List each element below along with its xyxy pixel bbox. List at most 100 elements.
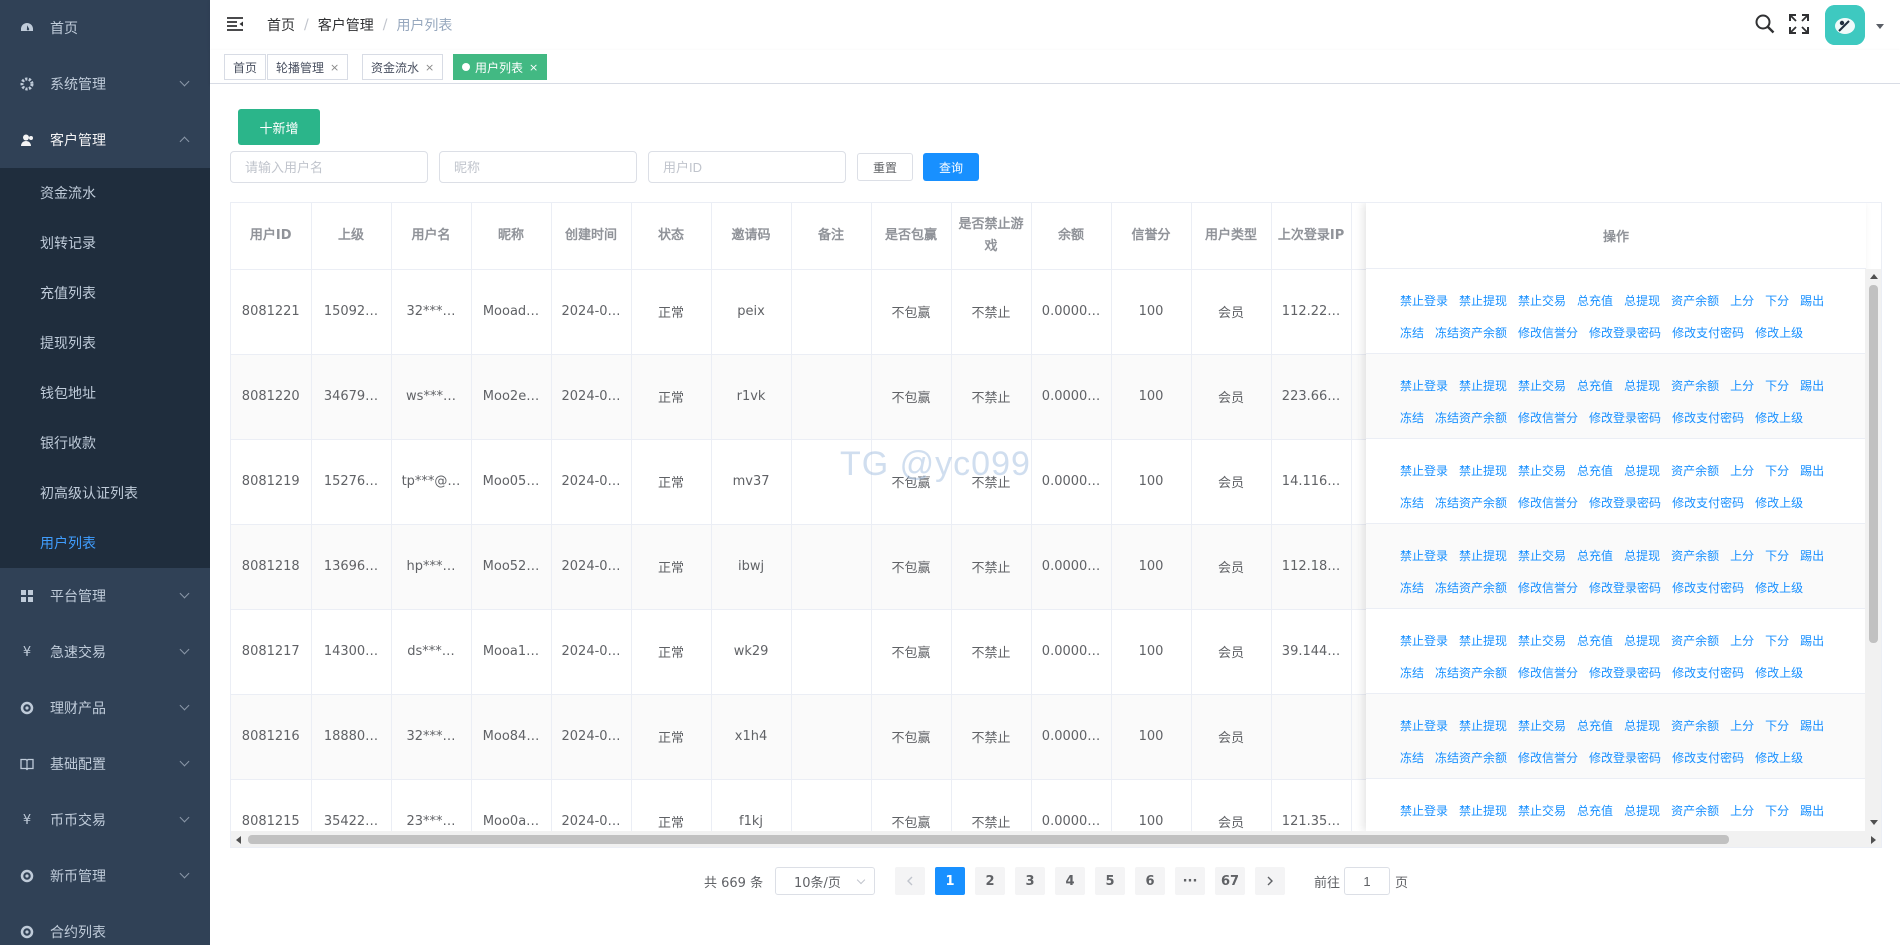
sidebar-item-quick-trade[interactable]: ¥ 急速交易 <box>0 624 210 680</box>
tag-carousel[interactable]: 轮播管理 × <box>267 54 349 80</box>
op-link[interactable]: 总提现 <box>1624 378 1661 393</box>
op-link[interactable]: 禁止登录 <box>1400 378 1449 393</box>
op-link[interactable]: 修改信誉分 <box>1518 410 1579 425</box>
op-link[interactable]: 禁止交易 <box>1518 718 1567 733</box>
op-link[interactable]: 冻结资产余额 <box>1435 580 1508 595</box>
op-link[interactable]: 修改上级 <box>1755 580 1804 595</box>
prev-page-button[interactable] <box>895 867 925 895</box>
op-link[interactable]: 下分 <box>1765 633 1790 648</box>
sidebar-item-finance-products[interactable]: 理财产品 <box>0 680 210 736</box>
op-link[interactable]: 禁止交易 <box>1518 293 1567 308</box>
vertical-scroll-thumb[interactable] <box>1869 285 1878 643</box>
op-link[interactable]: 总充值 <box>1577 378 1614 393</box>
search-icon[interactable] <box>1754 13 1776 35</box>
page-button-3[interactable]: 3 <box>1015 867 1045 895</box>
op-link[interactable]: 总提现 <box>1624 718 1661 733</box>
op-link[interactable]: 禁止登录 <box>1400 293 1449 308</box>
op-link[interactable]: 总充值 <box>1577 633 1614 648</box>
op-link[interactable]: 总提现 <box>1624 293 1661 308</box>
tag-user-list[interactable]: 用户列表 × <box>453 54 548 80</box>
op-link[interactable]: 总充值 <box>1577 548 1614 563</box>
sidebar-item-user-list[interactable]: 用户列表 <box>40 536 96 552</box>
op-link[interactable]: 上分 <box>1730 293 1755 308</box>
op-link[interactable]: 禁止提现 <box>1459 548 1508 563</box>
op-link[interactable]: 修改信誉分 <box>1518 325 1579 340</box>
op-link[interactable]: 修改登录密码 <box>1589 325 1662 340</box>
page-ellipsis-button[interactable]: ··· <box>1175 867 1205 895</box>
op-link[interactable]: 上分 <box>1730 718 1755 733</box>
scroll-down-icon[interactable] <box>1870 820 1878 825</box>
horizontal-scroll-thumb[interactable] <box>248 835 1729 844</box>
userid-input[interactable] <box>648 151 846 183</box>
op-link[interactable]: 冻结 <box>1400 665 1425 680</box>
op-link[interactable]: 冻结 <box>1400 325 1425 340</box>
op-link[interactable]: 资产余额 <box>1671 633 1720 648</box>
sidebar-item-transfer-records[interactable]: 划转记录 <box>40 236 96 252</box>
op-link[interactable]: 禁止登录 <box>1400 718 1449 733</box>
op-link[interactable]: 禁止提现 <box>1459 463 1508 478</box>
sidebar-item-fund-flow[interactable]: 资金流水 <box>40 186 96 202</box>
breadcrumb-customers[interactable]: 客户管理 <box>317 18 374 34</box>
op-link[interactable]: 总充值 <box>1577 718 1614 733</box>
op-link[interactable]: 冻结资产余额 <box>1435 665 1508 680</box>
op-link[interactable]: 修改登录密码 <box>1589 580 1662 595</box>
avatar[interactable] <box>1825 5 1865 45</box>
op-link[interactable]: 冻结 <box>1400 580 1425 595</box>
sidebar-item-bank-receipt[interactable]: 银行收款 <box>40 436 96 452</box>
op-link[interactable]: 修改登录密码 <box>1589 750 1662 765</box>
close-icon[interactable]: × <box>330 60 340 74</box>
op-link[interactable]: 禁止登录 <box>1400 803 1449 818</box>
op-link[interactable]: 总提现 <box>1624 803 1661 818</box>
op-link[interactable]: 上分 <box>1730 463 1755 478</box>
op-link[interactable]: 资产余额 <box>1671 378 1720 393</box>
op-link[interactable]: 总充值 <box>1577 463 1614 478</box>
op-link[interactable]: 冻结资产余额 <box>1435 495 1508 510</box>
op-link[interactable]: 踢出 <box>1800 718 1825 733</box>
op-link[interactable]: 修改登录密码 <box>1589 410 1662 425</box>
op-link[interactable]: 下分 <box>1765 378 1790 393</box>
op-link[interactable]: 修改上级 <box>1755 325 1804 340</box>
op-link[interactable]: 冻结资产余额 <box>1435 410 1508 425</box>
sidebar-item-contracts[interactable]: 合约列表 <box>0 904 210 945</box>
op-link[interactable]: 修改上级 <box>1755 410 1804 425</box>
op-link[interactable]: 禁止登录 <box>1400 548 1449 563</box>
vertical-scrollbar[interactable] <box>1865 269 1881 831</box>
op-link[interactable]: 冻结资产余额 <box>1435 750 1508 765</box>
op-link[interactable]: 修改支付密码 <box>1672 665 1745 680</box>
sidebar-item-withdraw-list[interactable]: 提现列表 <box>40 336 96 352</box>
op-link[interactable]: 踢出 <box>1800 803 1825 818</box>
op-link[interactable]: 下分 <box>1765 718 1790 733</box>
op-link[interactable]: 禁止提现 <box>1459 293 1508 308</box>
op-link[interactable]: 下分 <box>1765 803 1790 818</box>
op-link[interactable]: 总提现 <box>1624 633 1661 648</box>
op-link[interactable]: 总提现 <box>1624 548 1661 563</box>
page-button-1[interactable]: 1 <box>935 867 965 895</box>
op-link[interactable]: 禁止提现 <box>1459 803 1508 818</box>
op-link[interactable]: 冻结 <box>1400 495 1425 510</box>
next-page-button[interactable] <box>1255 867 1285 895</box>
page-size-select[interactable]: 10条/页 <box>775 867 875 895</box>
op-link[interactable]: 禁止交易 <box>1518 633 1567 648</box>
op-link[interactable]: 资产余额 <box>1671 718 1720 733</box>
op-link[interactable]: 总充值 <box>1577 293 1614 308</box>
fullscreen-icon[interactable] <box>1788 13 1810 35</box>
op-link[interactable]: 资产余额 <box>1671 548 1720 563</box>
op-link[interactable]: 冻结资产余额 <box>1435 325 1508 340</box>
op-link[interactable]: 总充值 <box>1577 803 1614 818</box>
op-link[interactable]: 下分 <box>1765 293 1790 308</box>
op-link[interactable]: 修改支付密码 <box>1672 325 1745 340</box>
scroll-up-icon[interactable] <box>1870 274 1878 279</box>
op-link[interactable]: 修改上级 <box>1755 495 1804 510</box>
sidebar-item-spot-trade[interactable]: ¥ 币币交易 <box>0 792 210 848</box>
op-link[interactable]: 禁止提现 <box>1459 633 1508 648</box>
op-link[interactable]: 上分 <box>1730 633 1755 648</box>
scroll-left-icon[interactable] <box>236 836 241 844</box>
horizontal-scrollbar[interactable] <box>231 831 1881 847</box>
op-link[interactable]: 禁止登录 <box>1400 463 1449 478</box>
page-button-5[interactable]: 5 <box>1095 867 1125 895</box>
page-button-4[interactable]: 4 <box>1055 867 1085 895</box>
op-link[interactable]: 修改信誉分 <box>1518 495 1579 510</box>
sidebar-item-customers[interactable]: 客户管理 <box>0 112 210 168</box>
sidebar-item-system[interactable]: 系统管理 <box>0 56 210 112</box>
op-link[interactable]: 总提现 <box>1624 463 1661 478</box>
